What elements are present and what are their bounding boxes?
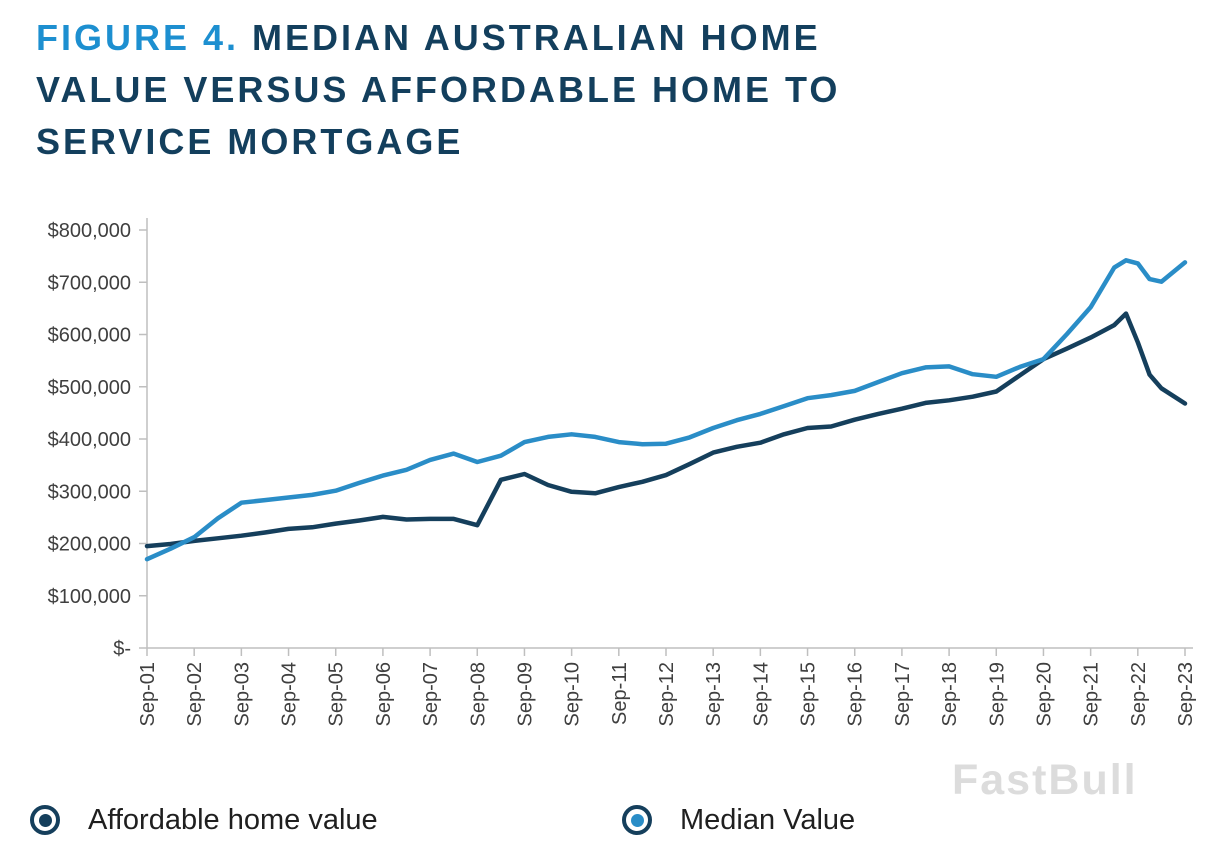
x-axis-tick-label: Sep-19	[986, 662, 1008, 727]
legend-label-affordable: Affordable home value	[88, 803, 378, 836]
y-axis-tick-label: $-	[113, 638, 131, 660]
x-axis-tick-label: Sep-18	[939, 662, 961, 727]
x-axis-tick-label: Sep-14	[750, 662, 772, 727]
x-axis-tick-label: Sep-11	[609, 662, 631, 725]
x-axis-tick-label: Sep-03	[231, 662, 253, 727]
line-chart: $- $100,000 $200,000 $300,000 $400,000 $500,0…	[48, 218, 1197, 727]
affordable-home-value-line	[144, 311, 1188, 549]
x-axis-tick-label: Sep-21	[1081, 662, 1103, 727]
chart-legend: Affordable home value Median Value	[0, 792, 1231, 848]
x-axis-tick-label: Sep-20	[1033, 662, 1055, 727]
legend-item-affordable: Affordable home value	[30, 792, 378, 848]
y-axis-tick-label: $400,000	[48, 429, 131, 451]
figure-title-text-1: MEDIAN AUSTRALIAN HOME	[239, 17, 821, 58]
x-axis-tick-label: Sep-08	[467, 662, 489, 727]
x-axis-tick-label: Sep-23	[1175, 662, 1197, 727]
x-axis-tick-label: Sep-06	[373, 662, 395, 727]
x-axis-tick-label: Sep-12	[656, 662, 678, 727]
x-axis-tick-label: Sep-22	[1128, 662, 1150, 727]
x-axis-tick-label: Sep-10	[562, 662, 584, 727]
x-axis-tick-label: Sep-05	[326, 662, 348, 727]
x-axis-tick-label: Sep-02	[184, 662, 206, 727]
y-axis-tick-label: $500,000	[48, 377, 131, 399]
y-axis-tick-label: $600,000	[48, 325, 131, 347]
median-legend-marker-icon	[622, 805, 652, 835]
legend-item-median: Median Value	[622, 792, 855, 848]
y-axis-tick-label: $800,000	[48, 220, 131, 242]
x-axis-tick-label: Sep-16	[845, 662, 867, 727]
x-axis-tick-label: Sep-01	[137, 662, 159, 727]
x-axis-tick-label: Sep-13	[703, 662, 725, 727]
x-axis-tick-label: Sep-09	[514, 662, 536, 727]
watermark: FastBull	[952, 756, 1138, 804]
figure-title: FIGURE 4. MEDIAN AUSTRALIAN HOME VALUE V…	[36, 12, 1116, 168]
figure-title-line-2: VALUE VERSUS AFFORDABLE HOME TO	[36, 69, 841, 110]
x-axis-tick-label: Sep-04	[279, 662, 301, 727]
figure-title-line-3: SERVICE MORTGAGE	[36, 121, 464, 162]
y-axis-tick-label: $700,000	[48, 272, 131, 294]
x-axis-tick-label: Sep-07	[420, 662, 442, 727]
y-axis-tick-label: $200,000	[48, 534, 131, 556]
figure-number: FIGURE 4.	[36, 17, 240, 58]
median-legend-marker-dot	[630, 813, 644, 827]
median-value-line	[144, 258, 1188, 562]
y-axis-tick-label: $300,000	[48, 481, 131, 503]
y-axis-tick-label: $100,000	[48, 586, 131, 608]
affordable-legend-marker-icon	[30, 805, 60, 835]
x-axis-tick-label: Sep-15	[798, 662, 820, 727]
affordable-legend-marker-dot	[38, 813, 52, 827]
figure-title-line-1: FIGURE 4. MEDIAN AUSTRALIAN HOME	[36, 12, 1116, 64]
legend-label-median: Median Value	[680, 803, 856, 836]
x-axis-tick-label: Sep-17	[892, 662, 914, 727]
